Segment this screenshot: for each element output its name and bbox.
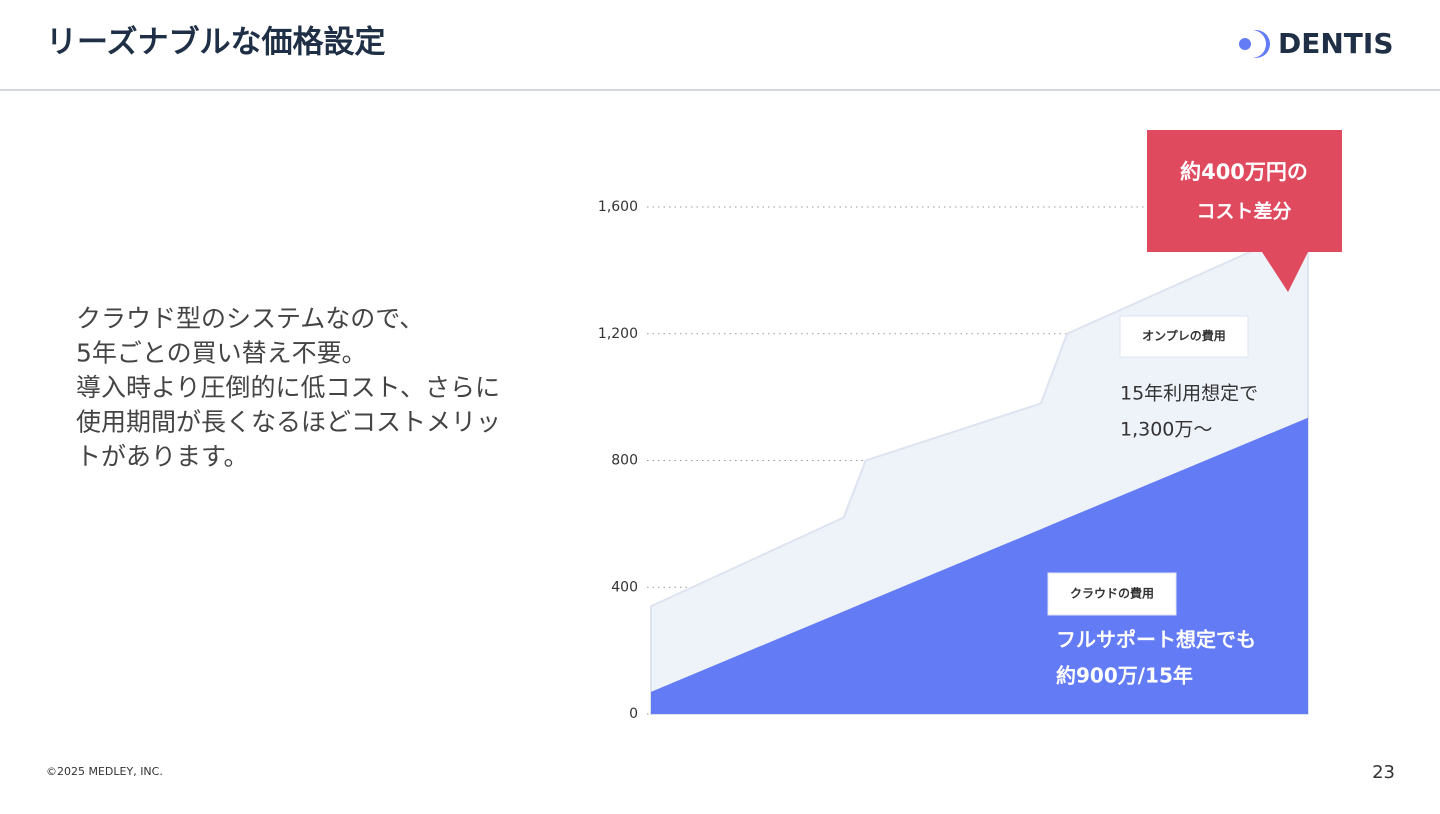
body-line: 使用期間が長くなるほどコストメリッ <box>76 408 501 437</box>
body-line: 5年ごとの買い替え不要。 <box>76 339 367 368</box>
callout <box>1147 130 1342 292</box>
body-line: クラウド型のシステムなので、 <box>76 304 424 333</box>
annotation: フルサポート想定でも <box>1056 628 1256 652</box>
body-line: 導入時より圧倒的に低コスト、さらに <box>76 373 500 402</box>
annotation: 約400万円の <box>1180 160 1308 184</box>
logo-dot <box>1239 38 1251 50</box>
area <box>651 417 1308 714</box>
body-line: トがあります。 <box>76 442 249 471</box>
annotation: 15年利用想定で <box>1120 383 1258 405</box>
annotation: コスト差分 <box>1196 200 1291 223</box>
logo-mark <box>1252 30 1270 58</box>
legend-label: クラウドの費用 <box>1070 586 1154 601</box>
body-text: クラウド型のシステムなので、 5年ごとの買い替え不要。導入時より圧倒的に低コスト、… <box>76 304 501 471</box>
legend-label: オンプレの費用 <box>1142 328 1226 343</box>
y-tick-label: 1,200 <box>598 326 638 342</box>
footer: ©2025 MEDLEY, INC. <box>46 765 163 778</box>
legend-box <box>1119 315 1249 358</box>
legend-box <box>1047 572 1177 616</box>
slide-title: リーズナブルな価格設定 <box>46 25 385 61</box>
annotation: 1,300万〜 <box>1120 419 1212 441</box>
y-tick-label: 800 <box>611 453 638 469</box>
logo-text: DENTIS <box>1278 27 1394 60</box>
page-number: 23 <box>1372 762 1395 783</box>
annotation: 約900万/15年 <box>1056 664 1193 688</box>
y-tick-label: 400 <box>611 579 638 595</box>
y-tick-label: 0 <box>629 706 638 722</box>
y-tick-label: 1,600 <box>598 199 638 215</box>
